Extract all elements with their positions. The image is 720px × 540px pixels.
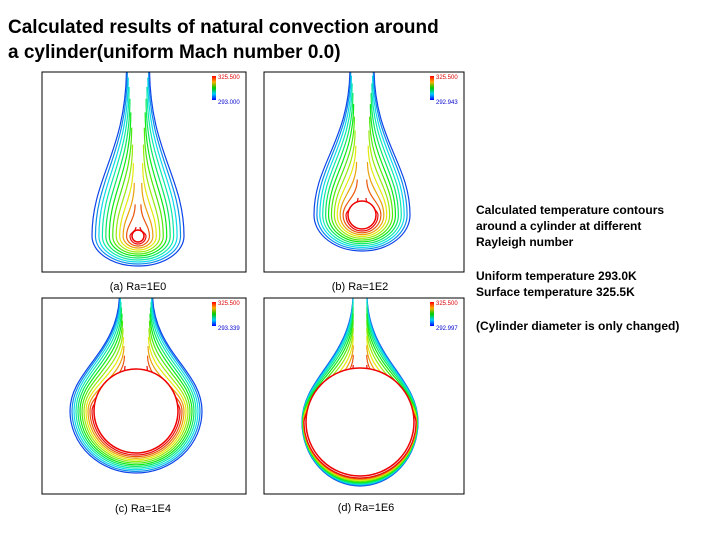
contour bbox=[316, 72, 408, 250]
colorbar-max: 325.500 bbox=[436, 75, 458, 81]
contour bbox=[69, 298, 203, 474]
panel-label: (d) Ra=1E6 bbox=[338, 502, 395, 514]
contour-plot bbox=[69, 298, 203, 474]
contour bbox=[91, 72, 185, 267]
contour-plot bbox=[91, 72, 185, 267]
contour bbox=[327, 104, 397, 243]
contour bbox=[75, 302, 197, 469]
figures: 325.500 293.000 (a) Ra=1E0 325.500 292.943 (b… bbox=[41, 71, 465, 515]
contour-plot bbox=[313, 72, 411, 252]
contour bbox=[77, 307, 195, 467]
colorbar-max: 325.500 bbox=[436, 301, 458, 307]
note: Rayleigh number bbox=[476, 235, 574, 249]
contour bbox=[71, 298, 201, 472]
contour bbox=[122, 183, 154, 249]
note: around a cylinder at different bbox=[476, 219, 641, 233]
note: Surface temperature 325.5K bbox=[476, 285, 635, 299]
colorbar-min: 292.943 bbox=[436, 100, 458, 106]
cylinder bbox=[305, 367, 415, 477]
cylinder bbox=[347, 200, 377, 230]
title: a cylinder(uniform Mach number 0.0) bbox=[8, 42, 341, 63]
colorbar-min: 292.997 bbox=[436, 326, 458, 332]
contour bbox=[87, 345, 185, 459]
panel-frame bbox=[263, 297, 465, 495]
title: Calculated results of natural convection… bbox=[8, 17, 439, 38]
colorbar-max: 325.500 bbox=[218, 75, 240, 81]
contour bbox=[302, 313, 418, 483]
contour bbox=[339, 162, 385, 236]
colorbar-max: 325.500 bbox=[218, 301, 240, 307]
contour bbox=[83, 328, 189, 463]
contour bbox=[319, 75, 405, 248]
colorbar-min: 293.000 bbox=[218, 100, 240, 106]
contour bbox=[98, 77, 178, 263]
contour bbox=[336, 145, 388, 237]
cylinder bbox=[131, 229, 145, 243]
colorbar bbox=[212, 76, 216, 100]
contour bbox=[81, 320, 191, 464]
panel-frame bbox=[41, 297, 247, 495]
contour bbox=[108, 112, 168, 257]
colorbar bbox=[430, 76, 434, 100]
contour bbox=[94, 72, 182, 265]
contour bbox=[302, 307, 418, 484]
panel-label: (b) Ra=1E2 bbox=[332, 281, 389, 293]
contour bbox=[115, 144, 161, 253]
contour bbox=[101, 87, 175, 261]
contour bbox=[333, 130, 391, 239]
contour bbox=[125, 204, 151, 247]
contour bbox=[119, 163, 157, 251]
contour bbox=[79, 313, 193, 466]
contour bbox=[112, 127, 164, 255]
contour bbox=[313, 72, 411, 252]
contour bbox=[330, 116, 394, 241]
contour bbox=[89, 355, 183, 458]
panel-frame bbox=[41, 71, 247, 273]
contour-plot bbox=[301, 298, 419, 487]
panel-frame bbox=[263, 71, 465, 273]
colorbar-min: 293.339 bbox=[218, 326, 240, 332]
note: Calculated temperature contours bbox=[476, 203, 664, 217]
panel-label: (c) Ra=1E4 bbox=[115, 503, 171, 515]
contour bbox=[73, 298, 199, 471]
contour bbox=[301, 302, 419, 485]
colorbar bbox=[212, 302, 216, 326]
contour bbox=[325, 92, 399, 245]
contour bbox=[342, 179, 382, 234]
contour bbox=[105, 98, 171, 259]
panel-label: (a) Ra=1E0 bbox=[110, 281, 167, 293]
colorbar bbox=[430, 302, 434, 326]
note: (Cylinder diameter is only changed) bbox=[476, 319, 679, 333]
cylinder bbox=[93, 368, 179, 454]
contour bbox=[85, 336, 187, 461]
note: Uniform temperature 293.0K bbox=[476, 269, 637, 283]
contour bbox=[322, 83, 402, 247]
